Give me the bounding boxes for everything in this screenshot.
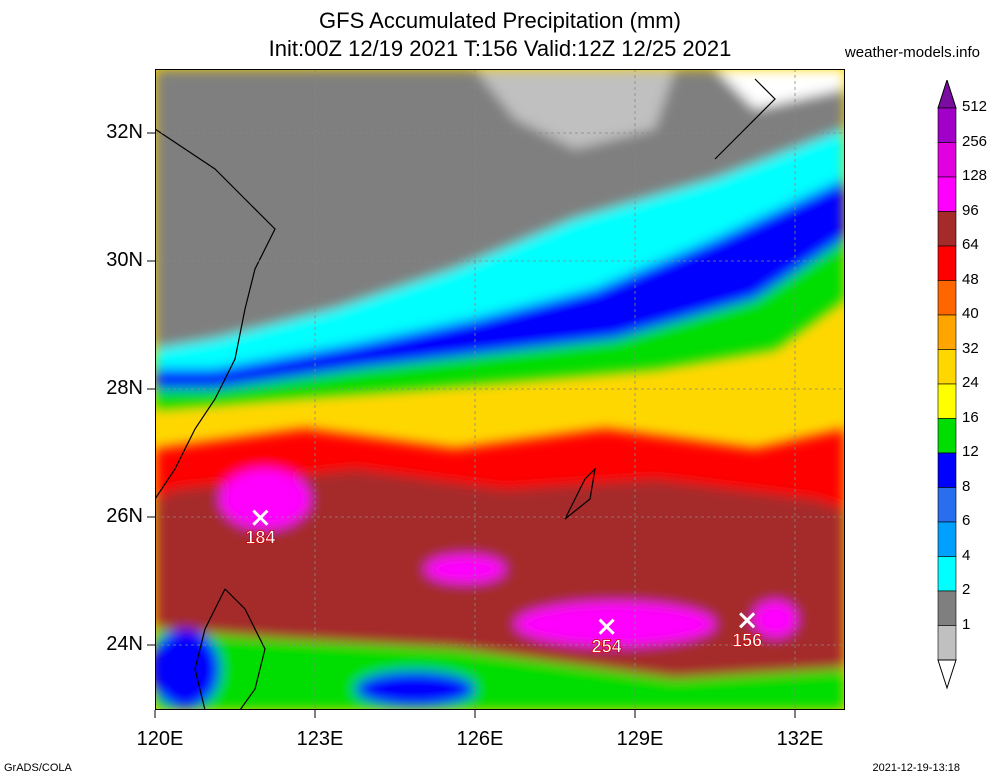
colorbar (937, 80, 957, 690)
colorbar-label: 12 (962, 443, 979, 460)
maxima-value-label: 184 (245, 528, 275, 548)
colorbar-top-arrow (937, 80, 957, 109)
colorbar-label: 48 (962, 270, 979, 288)
footer-timestamp: 2021-12-19-13:18 (872, 762, 960, 774)
colorbar-label: 40 (962, 305, 979, 322)
maxima-marker: 156 (732, 612, 763, 651)
colorbar-label: 128 (962, 167, 988, 184)
colorbar-swatch (937, 487, 957, 523)
maxima-marker: 184 (245, 509, 276, 548)
colorbar-label: 1 (962, 615, 971, 633)
chart-subtitle: Init:00Z 12/19 2021 T:156 Valid:12Z 12/2… (268, 36, 732, 61)
colorbar-label: 6 (962, 512, 971, 529)
colorbar-label: 24 (962, 374, 979, 391)
colorbar-swatch (937, 418, 957, 454)
colorbar-label: 256 (962, 132, 988, 150)
lat-label-32n: 32N (106, 121, 143, 143)
colorbar-swatch (937, 625, 957, 661)
maxima-marker: 254 (591, 618, 622, 657)
lon-label-129e: 129E (616, 728, 664, 750)
colorbar-swatch (937, 107, 957, 143)
lat-label-24n: 24N (106, 633, 143, 655)
colorbar-swatch (937, 245, 957, 281)
site-label[interactable]: weather-models.info (844, 44, 980, 61)
grid (155, 69, 845, 710)
map-border (155, 69, 845, 710)
footer-credit: GrADS/COLA (4, 762, 72, 774)
lon-label-120e: 120E (136, 728, 184, 750)
colorbar-bottom-arrow (937, 659, 957, 690)
coastlines (155, 78, 776, 710)
precipitation-map: 184 254 156 (155, 69, 845, 710)
maxima-value-label: 156 (732, 630, 762, 650)
colorbar-swatch (937, 590, 957, 626)
chart-title: GFS Accumulated Precipitation (mm) (319, 8, 681, 33)
colorbar-swatch (937, 211, 957, 247)
colorbar-swatch (937, 383, 957, 419)
colorbar-label: 32 (962, 339, 979, 357)
colorbar-swatch (937, 556, 957, 592)
colorbar-label: 2 (962, 581, 971, 598)
colorbar-label: 64 (962, 236, 979, 253)
colorbar-swatch (937, 280, 957, 316)
maxima-value-label: 254 (592, 637, 622, 657)
lon-label-126e: 126E (456, 728, 504, 750)
colorbar-swatch (937, 349, 957, 385)
colorbar-label: 16 (962, 408, 979, 426)
maxima-cross-icon (252, 509, 269, 526)
colorbar-swatch (937, 142, 957, 178)
lon-label-123e: 123E (296, 728, 344, 750)
colorbar-label: 4 (962, 546, 971, 564)
maxima-cross-icon (598, 618, 615, 635)
lat-label-26n: 26N (106, 505, 143, 527)
colorbar-swatch (937, 521, 957, 557)
lat-label-30n: 30N (106, 249, 143, 271)
lon-label-132e: 132E (776, 728, 824, 750)
colorbar-swatch (937, 314, 957, 350)
colorbar-label: 8 (962, 477, 971, 495)
colorbar-label: 512 (962, 98, 988, 115)
colorbar-swatch (937, 452, 957, 488)
maxima-markers: 184 254 156 (245, 509, 763, 657)
colorbar-label: 96 (962, 201, 979, 219)
lat-label-28n: 28N (106, 377, 143, 399)
colorbar-swatch (937, 176, 957, 212)
precip-contours (155, 69, 845, 710)
maxima-cross-icon (739, 612, 756, 629)
